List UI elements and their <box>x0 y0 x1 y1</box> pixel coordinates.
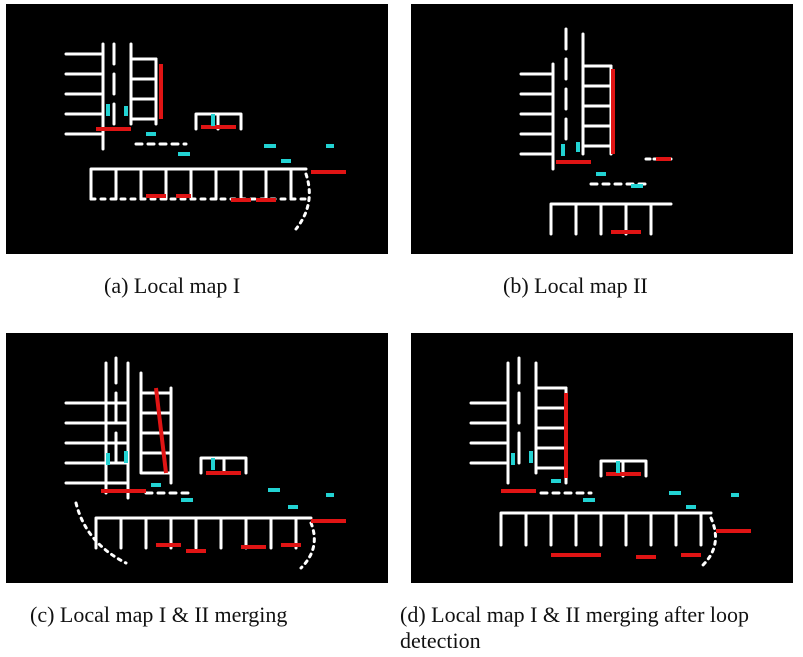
panel-c-point-cloud <box>64 356 346 570</box>
panel-b-point-cloud <box>519 27 673 236</box>
panel-d-caption: (d) Local map I & II merging after loop … <box>400 602 750 653</box>
panel-a-map-image <box>6 4 388 254</box>
panel-b-map-image <box>411 4 793 254</box>
panel-d-point-cloud <box>469 356 751 567</box>
panel-c-caption: (c) Local map I & II merging <box>30 602 288 627</box>
panel-d-map-image <box>411 333 793 583</box>
panel-a-caption: (a) Local map I <box>104 273 241 298</box>
panel-b-caption: (b) Local map II <box>503 273 648 298</box>
panel-a-point-cloud <box>64 42 346 231</box>
panel-c-map-image <box>6 333 388 583</box>
